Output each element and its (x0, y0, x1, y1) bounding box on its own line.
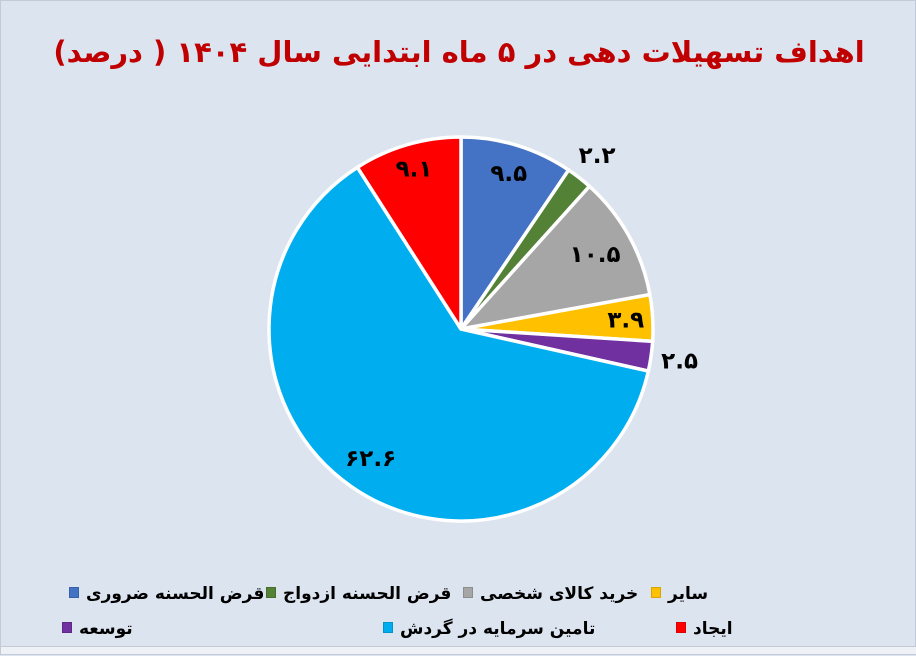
pie-slice-2 (459, 184, 652, 331)
bottom-strip (1, 646, 916, 654)
chart-title: اهداف تسهیلات دهی در ۵ ماه ابتدایی سال ۱… (53, 35, 865, 69)
pie-slice-5 (267, 165, 651, 523)
pie-slice-value-label: ۲.۵ (661, 348, 698, 374)
pie-slice-6 (355, 135, 463, 331)
pie-slice-value-label: ۹.۵ (490, 161, 527, 187)
pie-slice-value-label: ۶۲.۶ (345, 446, 396, 472)
pie-slice-value-label: ۹.۱ (396, 157, 433, 183)
pie-slice-0 (459, 135, 571, 331)
pie-slice-value-label: ۳.۹ (607, 307, 644, 333)
pie-slice-value-label: ۱۰.۵ (570, 242, 621, 268)
pie-slice-value-label: ۲.۲ (579, 143, 616, 169)
